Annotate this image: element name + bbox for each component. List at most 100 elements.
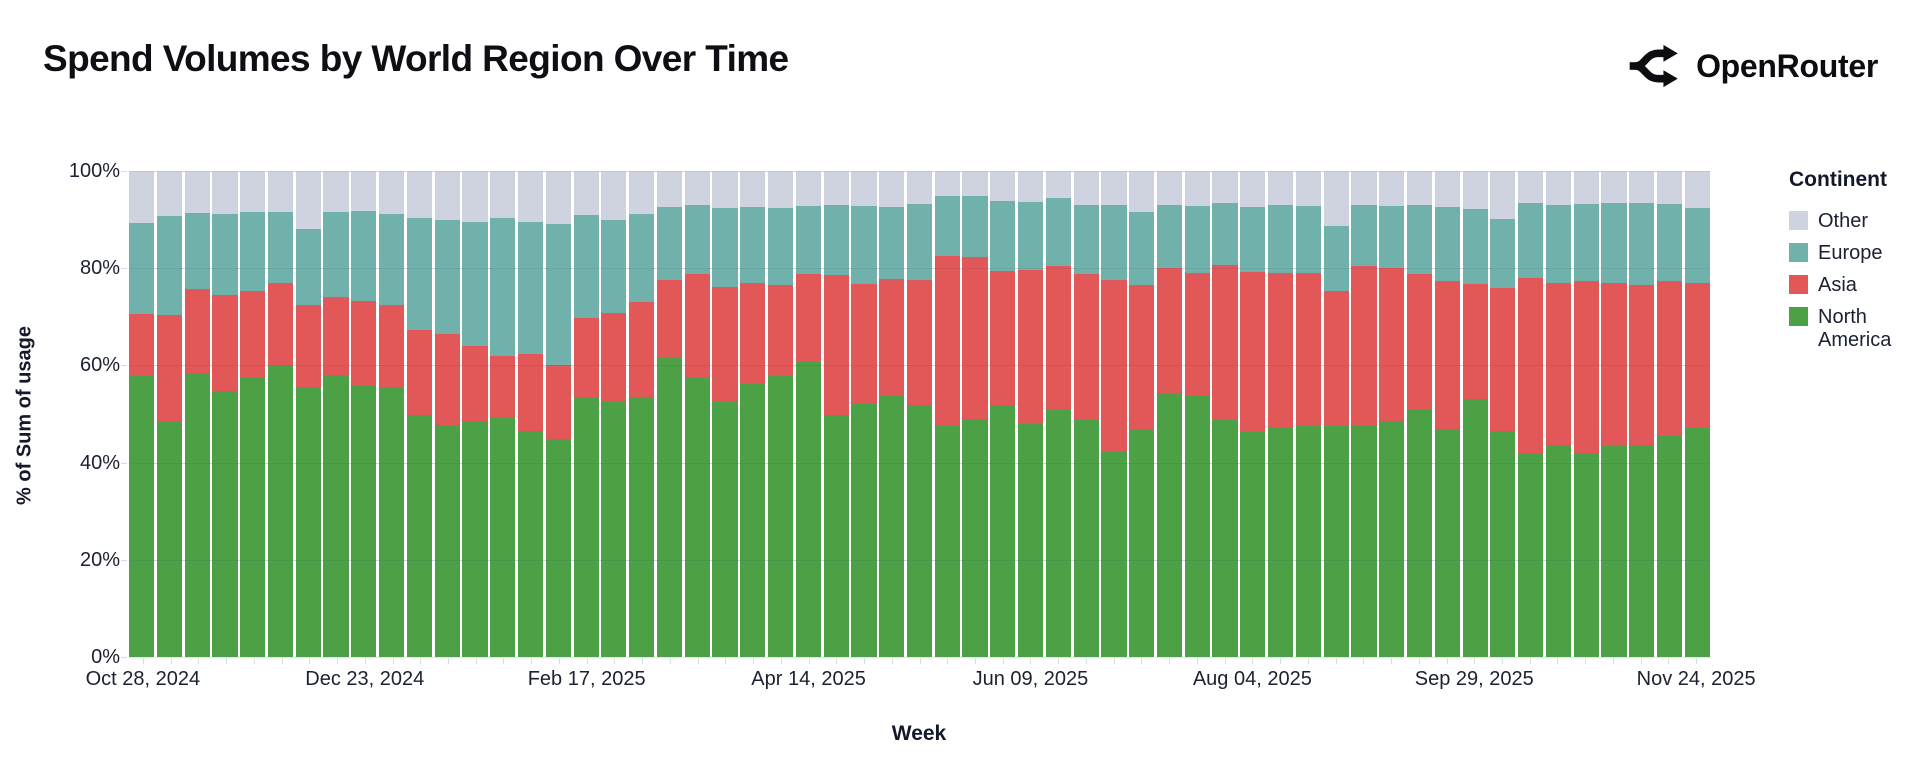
stacked-bar-week[interactable] (1212, 171, 1238, 657)
stacked-bar-week[interactable] (990, 171, 1016, 657)
stacked-bar-week[interactable] (1601, 171, 1627, 657)
stacked-bar-week[interactable] (1462, 171, 1488, 657)
stacked-bar-week[interactable] (740, 171, 766, 657)
bar-segment-north_america[interactable] (1184, 395, 1210, 657)
bar-segment-asia[interactable] (767, 284, 794, 377)
bar-segment-other[interactable] (240, 171, 266, 212)
bar-segment-europe[interactable] (1629, 202, 1655, 285)
stacked-bar-week[interactable] (1545, 171, 1572, 657)
bar-segment-europe[interactable] (129, 223, 155, 315)
bar-segment-other[interactable] (1351, 171, 1377, 205)
bar-segment-asia[interactable] (379, 304, 405, 387)
bar-segment-north_america[interactable] (1684, 428, 1710, 657)
bar-segment-asia[interactable] (1045, 266, 1071, 410)
bar-segment-north_america[interactable] (684, 376, 710, 657)
bar-segment-europe[interactable] (795, 205, 821, 275)
stacked-bar-week[interactable] (1406, 171, 1433, 657)
bar-segment-europe[interactable] (1045, 197, 1071, 267)
bar-segment-asia[interactable] (1573, 281, 1599, 453)
bar-segment-other[interactable] (434, 171, 460, 221)
bar-segment-asia[interactable] (1018, 270, 1044, 424)
bar-segment-other[interactable] (351, 171, 377, 211)
bar-segment-europe[interactable] (323, 211, 349, 297)
bar-segment-other[interactable] (879, 171, 905, 208)
stacked-bar-week[interactable] (1323, 171, 1349, 657)
bar-segment-north_america[interactable] (1573, 452, 1599, 657)
bar-segment-asia[interactable] (823, 275, 849, 415)
bar-segment-asia[interactable] (1406, 274, 1433, 409)
bar-segment-other[interactable] (517, 171, 544, 223)
bar-segment-asia[interactable] (656, 280, 683, 358)
bar-segment-other[interactable] (1323, 171, 1349, 226)
bar-segment-europe[interactable] (1351, 204, 1377, 267)
bar-segment-asia[interactable] (1073, 273, 1099, 421)
bar-segment-asia[interactable] (879, 278, 905, 397)
bar-segment-north_america[interactable] (267, 366, 294, 657)
bar-segment-north_america[interactable] (767, 376, 794, 657)
bar-segment-other[interactable] (1406, 171, 1433, 206)
bar-segment-other[interactable] (379, 171, 405, 215)
bar-segment-europe[interactable] (240, 211, 266, 292)
bar-segment-north_america[interactable] (517, 430, 544, 657)
bar-segment-north_america[interactable] (1045, 409, 1071, 657)
stacked-bar-week[interactable] (434, 171, 460, 657)
bar-segment-europe[interactable] (434, 220, 460, 335)
stacked-bar-week[interactable] (240, 171, 266, 657)
bar-segment-asia[interactable] (906, 279, 933, 405)
legend-item-europe[interactable]: Europe (1789, 242, 1909, 265)
bar-segment-europe[interactable] (517, 222, 544, 355)
bar-segment-north_america[interactable] (295, 387, 321, 657)
bar-segment-europe[interactable] (934, 196, 960, 257)
bar-segment-other[interactable] (573, 171, 599, 216)
bar-segment-europe[interactable] (1573, 203, 1599, 282)
bar-segment-europe[interactable] (1212, 202, 1238, 265)
stacked-bar-week[interactable] (1379, 171, 1405, 657)
bar-segment-north_america[interactable] (379, 386, 405, 657)
stacked-bar-week[interactable] (823, 171, 849, 657)
bar-segment-north_america[interactable] (1129, 429, 1155, 657)
bar-segment-other[interactable] (1601, 171, 1627, 203)
bar-segment-europe[interactable] (490, 218, 516, 356)
bar-segment-north_america[interactable] (1379, 421, 1405, 657)
bar-segment-north_america[interactable] (462, 421, 488, 657)
bar-segment-asia[interactable] (851, 284, 877, 404)
stacked-bar-week[interactable] (1656, 171, 1683, 657)
bar-segment-north_america[interactable] (851, 403, 877, 657)
bar-segment-other[interactable] (712, 171, 738, 208)
bar-segment-north_america[interactable] (1295, 426, 1321, 657)
stacked-bar-week[interactable] (1018, 171, 1044, 657)
bar-segment-north_america[interactable] (1656, 435, 1683, 657)
bar-segment-other[interactable] (1545, 171, 1572, 206)
stacked-bar-week[interactable] (184, 171, 210, 657)
bar-segment-north_america[interactable] (1351, 424, 1377, 657)
bar-segment-other[interactable] (1018, 171, 1044, 203)
bar-segment-asia[interactable] (517, 354, 544, 431)
bar-segment-north_america[interactable] (1462, 398, 1488, 657)
bar-segment-europe[interactable] (1018, 202, 1044, 271)
bar-segment-other[interactable] (1490, 171, 1516, 219)
bar-segment-other[interactable] (1295, 171, 1321, 207)
bar-segment-north_america[interactable] (1490, 430, 1516, 657)
bar-segment-europe[interactable] (156, 216, 182, 315)
stacked-bar-week[interactable] (1240, 171, 1266, 657)
bar-segment-other[interactable] (684, 171, 710, 205)
bar-segment-north_america[interactable] (712, 402, 738, 657)
bar-segment-north_america[interactable] (1434, 429, 1460, 657)
bar-segment-asia[interactable] (1518, 277, 1544, 453)
bar-segment-north_america[interactable] (406, 414, 432, 657)
stacked-bar-week[interactable] (1073, 171, 1099, 657)
bar-segment-north_america[interactable] (184, 372, 210, 657)
bar-segment-other[interactable] (1379, 171, 1405, 207)
bar-segment-north_america[interactable] (962, 419, 988, 657)
bar-segment-north_america[interactable] (1601, 446, 1627, 657)
bar-segment-europe[interactable] (601, 219, 627, 313)
stacked-bar-week[interactable] (1268, 171, 1294, 657)
bar-segment-europe[interactable] (545, 223, 571, 366)
stacked-bar-week[interactable] (295, 171, 321, 657)
bar-segment-asia[interactable] (962, 256, 988, 420)
bar-segment-europe[interactable] (1268, 204, 1294, 273)
bar-segment-other[interactable] (656, 171, 683, 207)
bar-segment-asia[interactable] (184, 288, 210, 373)
bar-segment-other[interactable] (212, 171, 238, 214)
bar-segment-europe[interactable] (740, 207, 766, 284)
